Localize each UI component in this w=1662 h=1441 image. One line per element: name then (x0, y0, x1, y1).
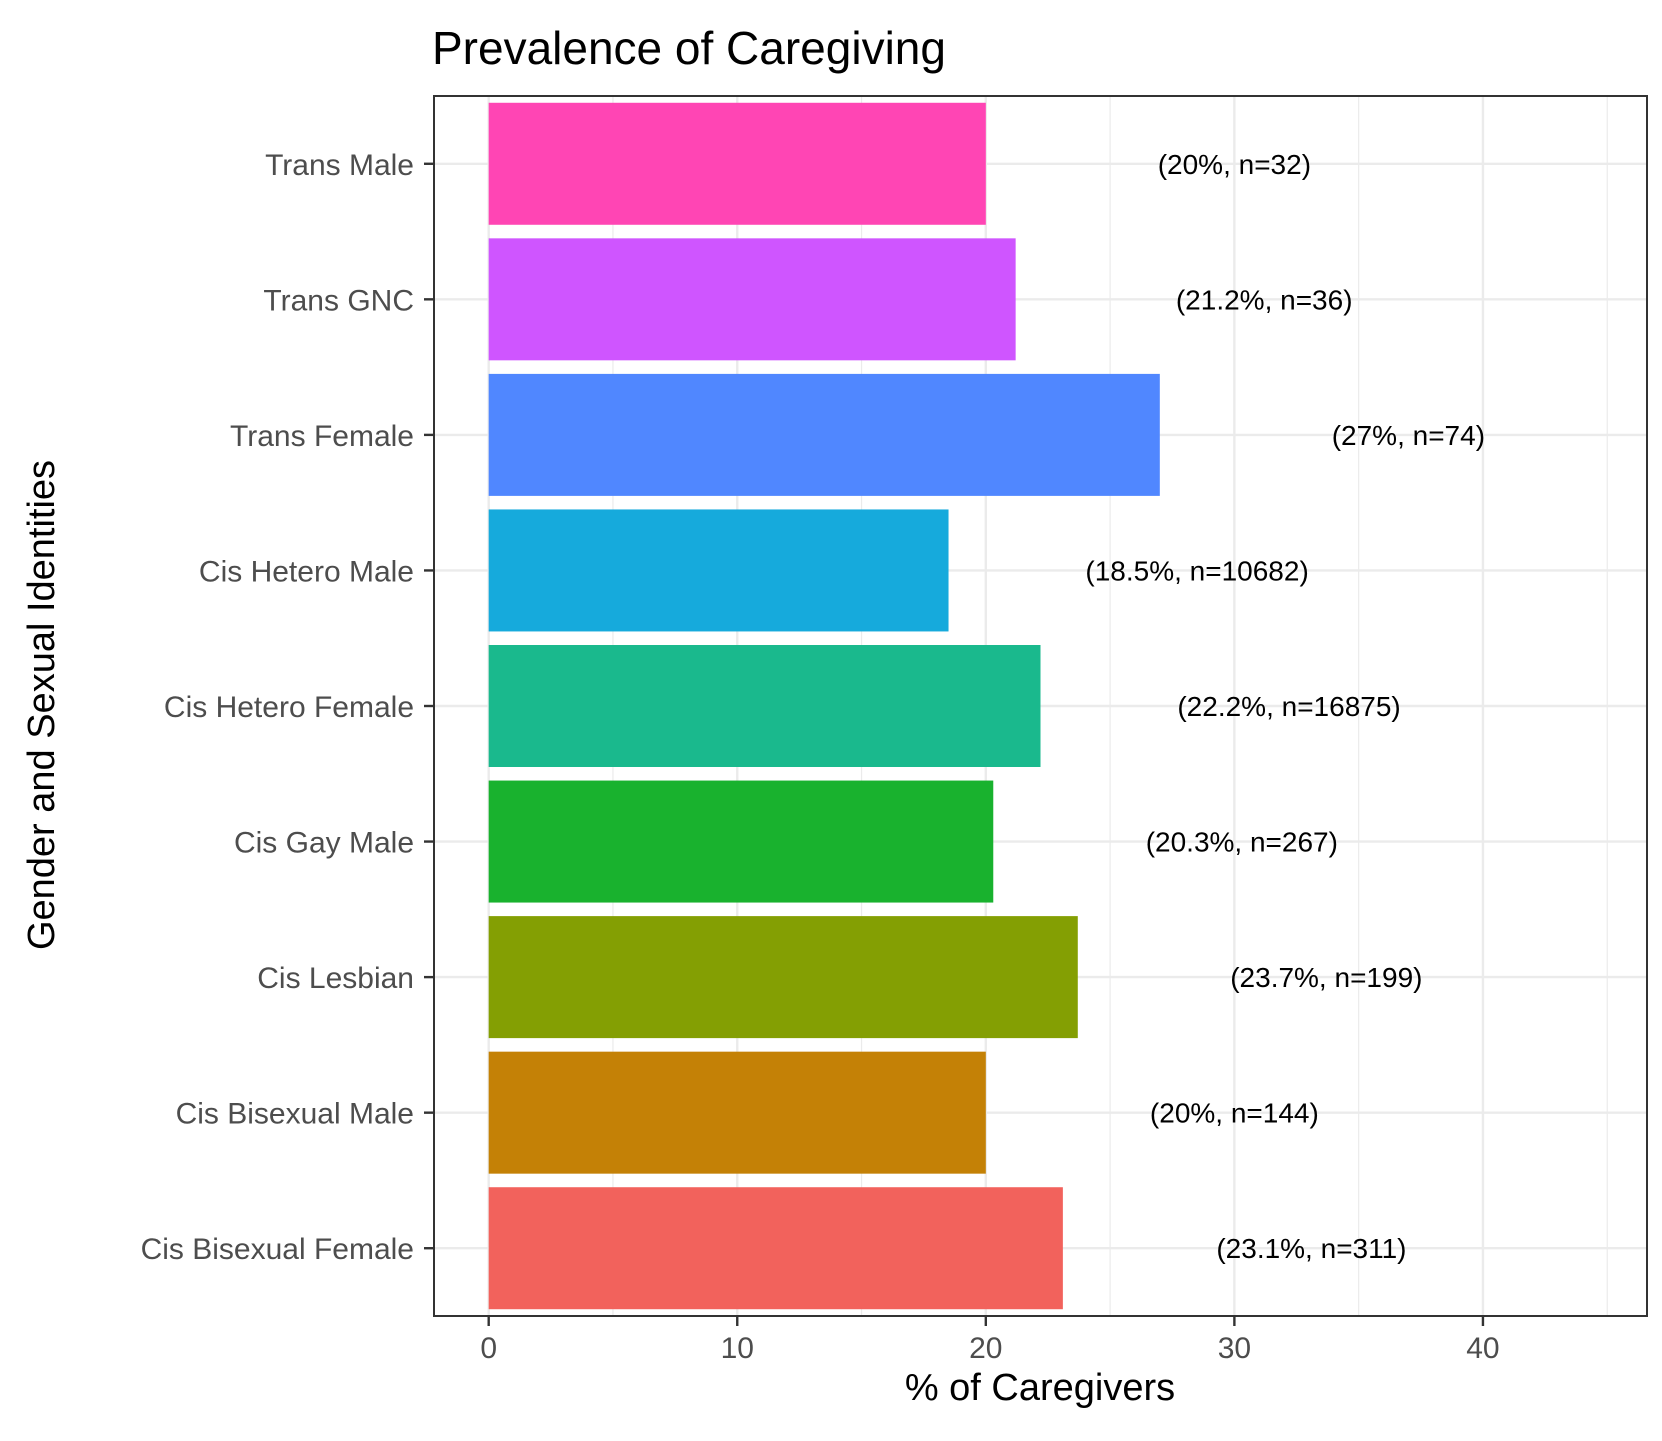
y-tick-label: Cis Hetero Female (164, 691, 414, 724)
bar-label: (20.3%, n=267) (1146, 827, 1338, 858)
bar-label: (27%, n=74) (1332, 420, 1485, 451)
bar-label: (22.2%, n=16875) (1177, 691, 1400, 722)
x-tick-label: 20 (969, 1332, 1002, 1365)
y-axis: Trans Male Trans GNC Trans Female Cis Heter… (141, 149, 434, 1266)
bar-label: (23.1%, n=311) (1216, 1233, 1406, 1264)
x-tick-label: 30 (1218, 1332, 1251, 1365)
bar (488, 238, 1016, 361)
y-tick-label: Cis Bisexual Female (141, 1233, 414, 1266)
bar (488, 1051, 986, 1174)
bar-label: (18.5%, n=10682) (1085, 555, 1308, 586)
y-tick-label: Cis Gay Male (234, 827, 414, 860)
bar-label: (20%, n=32) (1158, 149, 1311, 180)
x-tick-label: 0 (480, 1332, 497, 1365)
y-tick-label: Cis Bisexual Male (176, 1098, 414, 1131)
x-axis: 0 10 20 30 40 (480, 1316, 1500, 1365)
y-axis-title: Gender and Sexual Identities (21, 460, 63, 950)
y-tick-label: Trans Male (265, 149, 414, 182)
x-tick-label: 40 (1466, 1332, 1499, 1365)
y-tick-label: Trans Female (230, 420, 414, 453)
bar (488, 102, 986, 225)
data-labels: (20%, n=32) (21.2%, n=36) (27%, n=74) (18.5… (1085, 149, 1485, 1264)
bar (488, 373, 1160, 496)
bar-label: (23.7%, n=199) (1230, 962, 1422, 993)
bar (488, 1187, 1063, 1310)
bar-label: (21.2%, n=36) (1176, 284, 1353, 315)
y-tick-label: Cis Hetero Male (199, 555, 414, 588)
y-tick-label: Cis Lesbian (257, 962, 414, 995)
chart-title: Prevalence of Caregiving (432, 22, 946, 74)
bar-label: (20%, n=144) (1150, 1098, 1319, 1129)
bar (488, 509, 949, 632)
x-axis-title: % of Caregivers (905, 1367, 1175, 1409)
x-tick-label: 10 (721, 1332, 754, 1365)
bar (488, 916, 1078, 1039)
bar (488, 645, 1041, 767)
bars (488, 102, 1160, 1310)
y-tick-label: Trans GNC (263, 284, 414, 317)
bar (488, 780, 994, 903)
